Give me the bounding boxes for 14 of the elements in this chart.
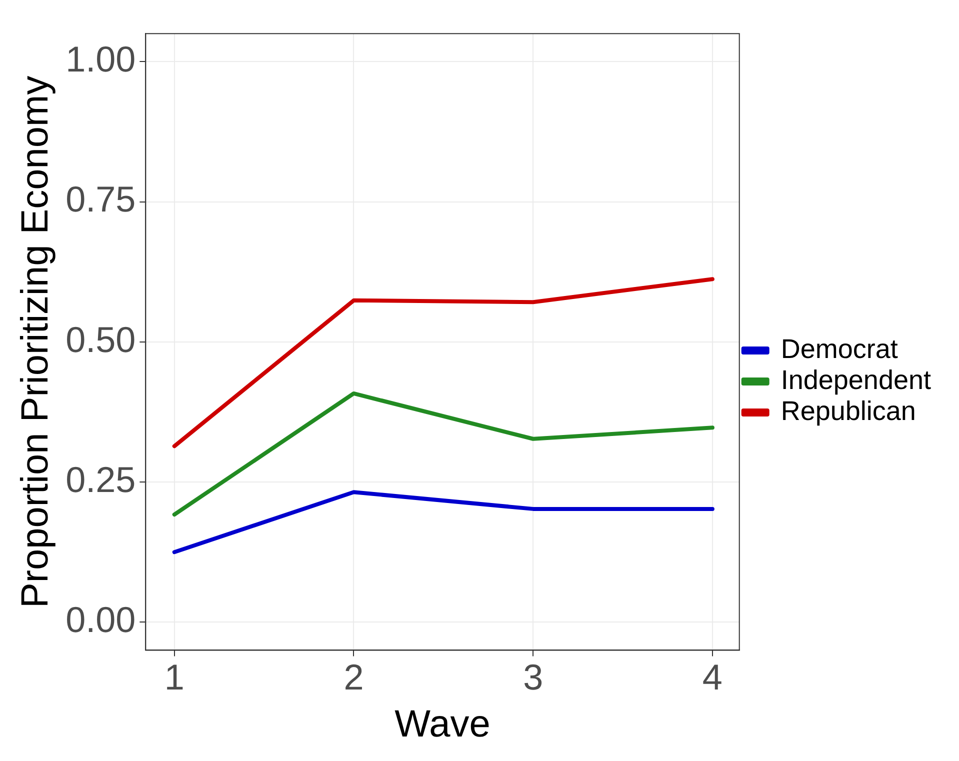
x-tick-label: 1 <box>164 656 184 698</box>
y-tick-label: 1.00 <box>66 38 136 80</box>
y-tick-label: 0.75 <box>66 178 136 220</box>
legend-label: Democrat <box>780 334 898 364</box>
legend-label: Independent <box>780 364 932 395</box>
x-axis-title: Wave <box>394 704 490 746</box>
y-tick-label: 0.25 <box>66 458 136 500</box>
x-tick-label: 4 <box>702 656 722 698</box>
y-tick-label: 0.50 <box>66 318 136 360</box>
legend-label: Republican <box>780 396 916 426</box>
x-tick-label: 2 <box>344 656 364 698</box>
y-axis-title: Proportion Prioritizing Economy <box>14 76 56 608</box>
y-tick-label: 0.00 <box>66 599 136 640</box>
x-tick-label: 3 <box>523 656 544 698</box>
